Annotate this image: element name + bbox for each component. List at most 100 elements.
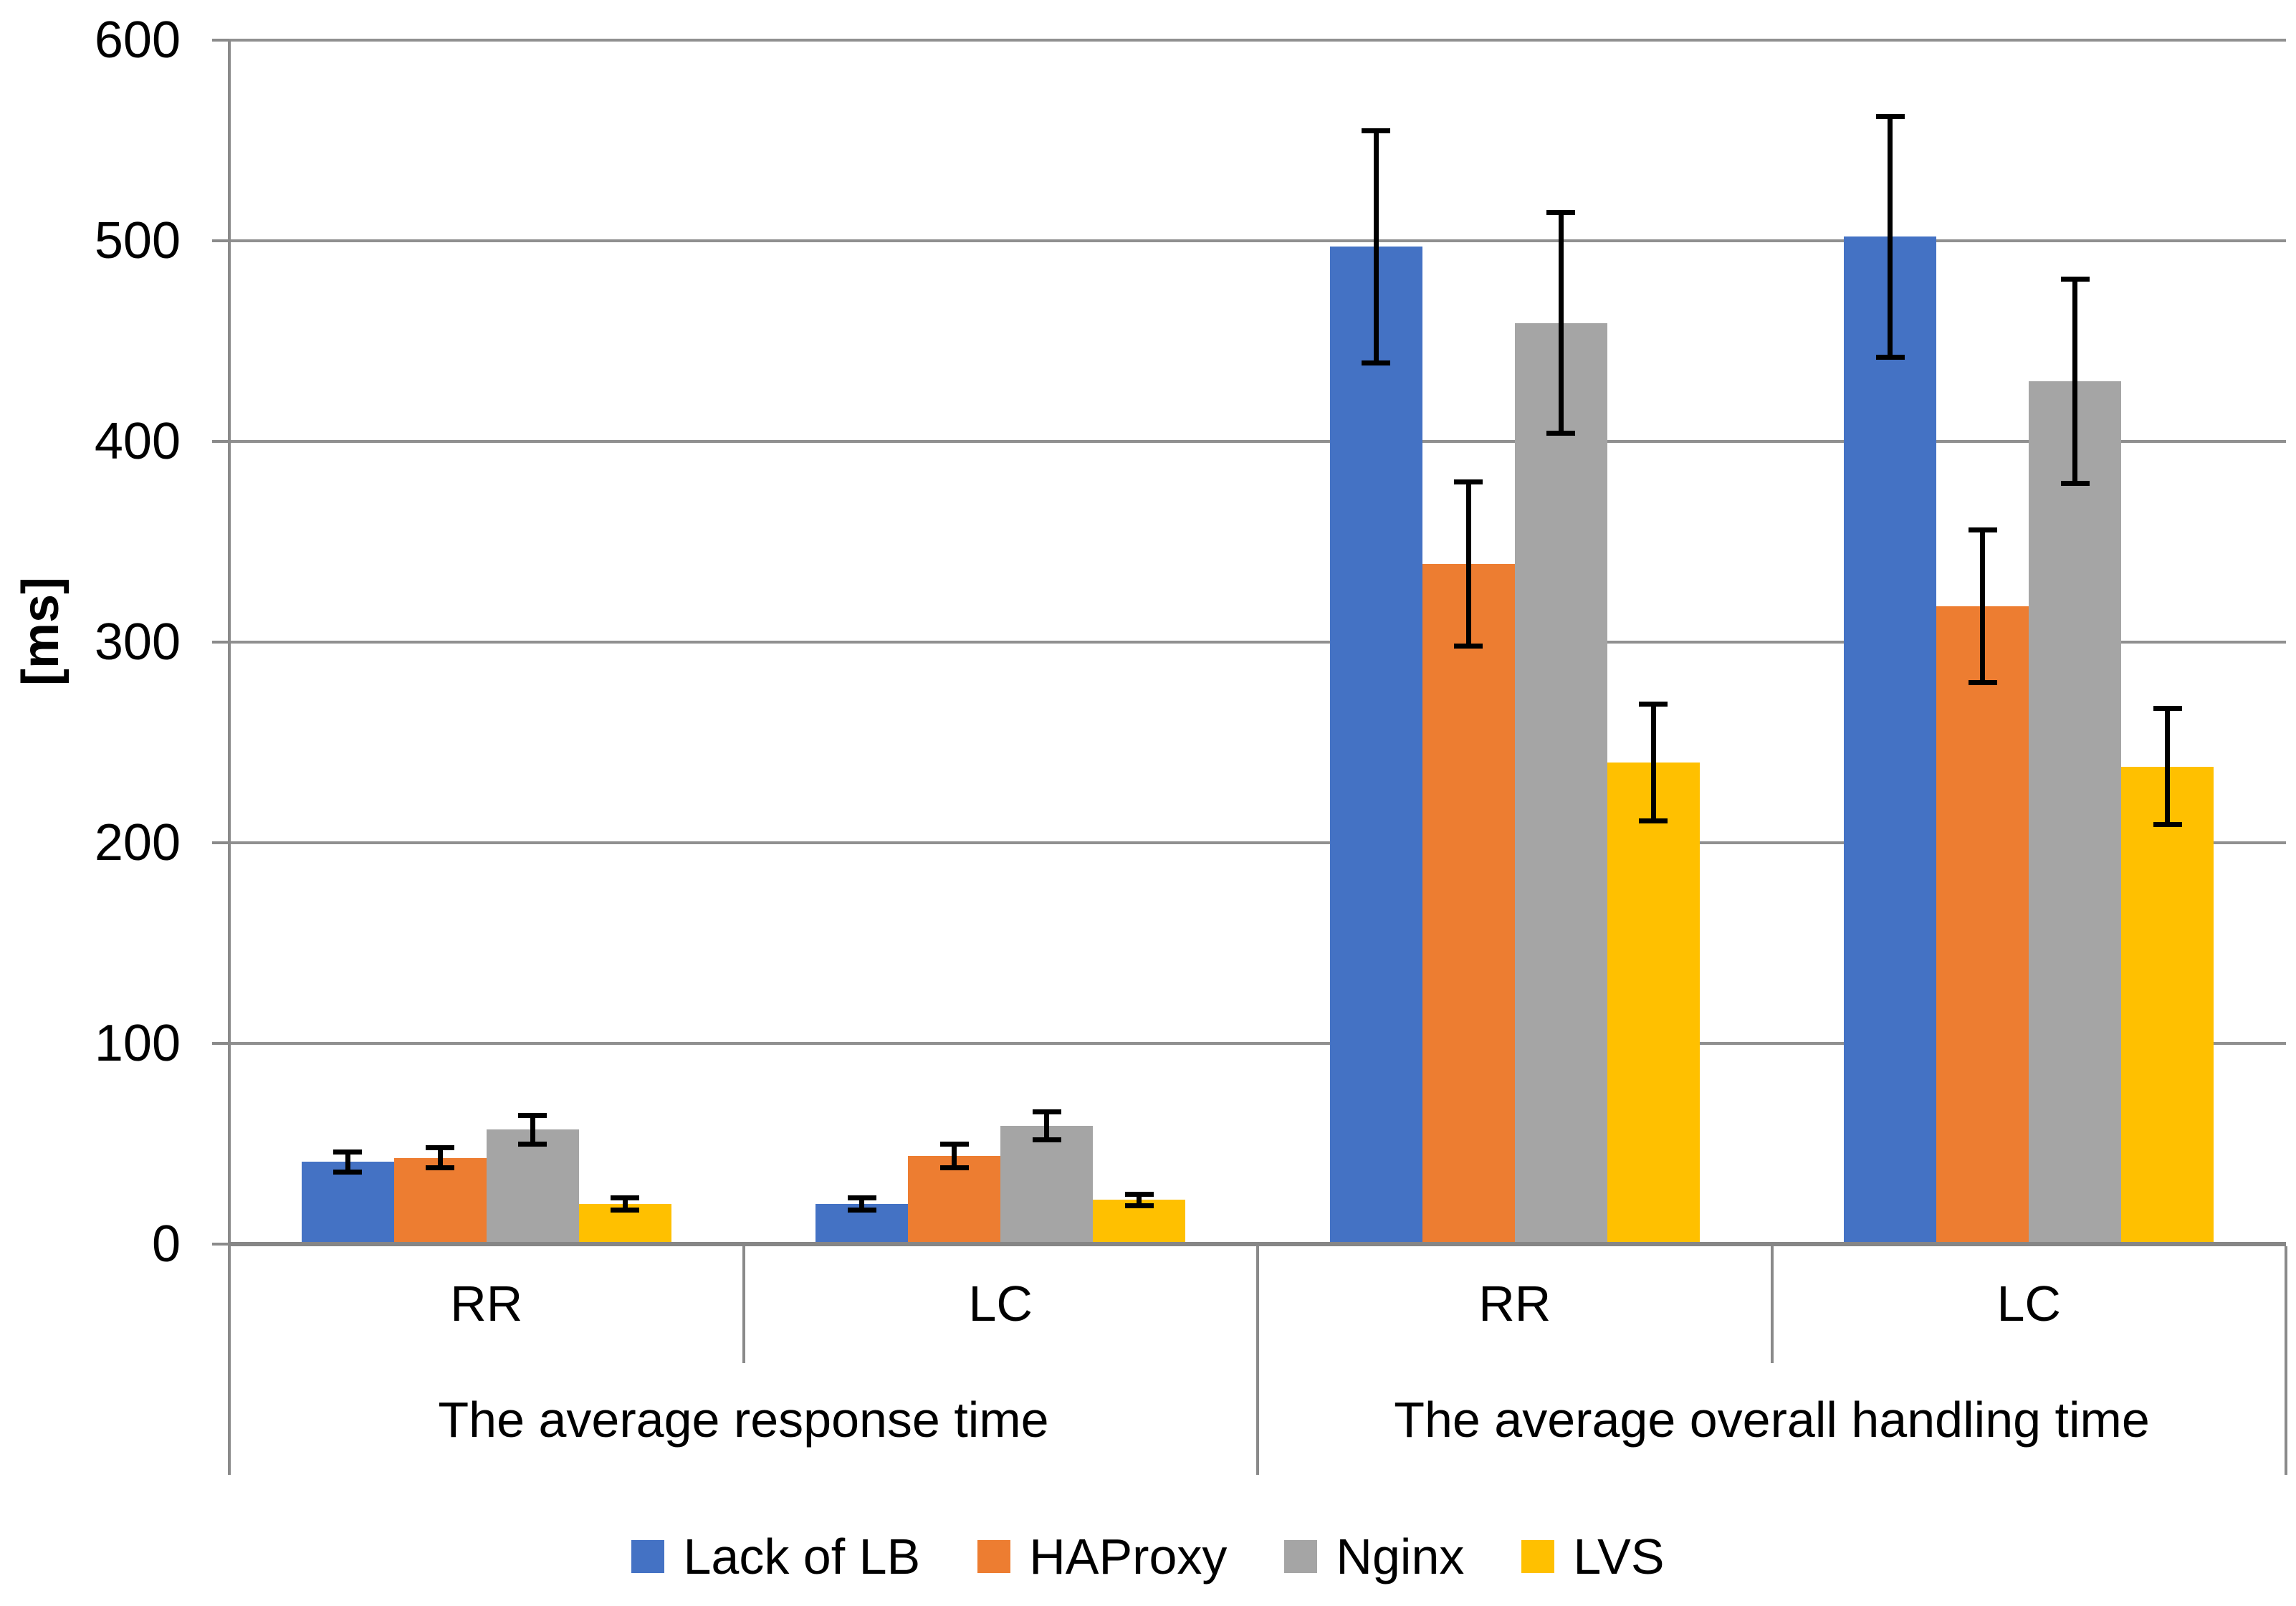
error-bar-cap-top	[426, 1145, 455, 1151]
error-bar-line	[1373, 130, 1379, 363]
error-bar-cap-bottom	[1875, 354, 1905, 360]
bar-lvs-3	[2121, 766, 2214, 1244]
error-bar-cap-bottom	[518, 1141, 547, 1147]
legend-swatch-lvs	[1521, 1540, 1555, 1573]
y-axis-tick-500	[212, 239, 229, 242]
error-bar-cap-bottom	[2060, 481, 2090, 487]
y-tick-label-300: 300	[94, 613, 181, 671]
y-axis-tick-100	[212, 1042, 229, 1045]
bar-lack-of-lb-0	[301, 1162, 394, 1244]
error-bar-cap-top	[518, 1113, 547, 1119]
group-label-0: The average response time	[438, 1392, 1049, 1448]
error-bar-cap-top	[1546, 210, 1576, 216]
error-bar-cap-top	[1454, 479, 1483, 484]
y-axis-tick-200	[212, 841, 229, 844]
error-bar-cap-top	[1032, 1109, 1061, 1114]
error-bar-line	[1558, 212, 1564, 434]
error-bar-cap-top	[2153, 705, 2182, 711]
error-bar-line	[2072, 279, 2078, 484]
error-bar-cap-top	[1124, 1191, 1154, 1197]
error-bar-cap-bottom	[1124, 1203, 1154, 1209]
legend: Lack of LB HAProxy Nginx LVS	[0, 1528, 2296, 1585]
error-bar-cap-bottom	[1968, 679, 1997, 685]
error-bar-line	[1465, 482, 1471, 646]
error-bar-cap-bottom	[1454, 644, 1483, 649]
bar-nginx-0	[486, 1129, 579, 1244]
bar-nginx-3	[2029, 381, 2122, 1244]
legend-label-haproxy: HAProxy	[1029, 1529, 1228, 1585]
error-bar-line	[1888, 116, 1893, 358]
gridline-200	[229, 841, 2286, 844]
y-tick-label-500: 500	[94, 212, 181, 269]
error-bar-cap-bottom	[1362, 360, 1391, 366]
y-axis-title: [ms]	[12, 577, 70, 687]
error-bar-cap-bottom	[1639, 818, 1668, 823]
legend-label-nginx: Nginx	[1336, 1529, 1465, 1585]
legend-item-lack-of-lb: Lack of LB	[631, 1528, 920, 1585]
error-bar-line	[952, 1144, 957, 1168]
legend-item-nginx: Nginx	[1284, 1528, 1464, 1585]
error-bar-cap-bottom	[2153, 822, 2182, 828]
group-divider	[2285, 1246, 2287, 1475]
error-bar-cap-bottom	[611, 1207, 640, 1213]
error-bar-cap-bottom	[939, 1165, 969, 1171]
legend-swatch-lack-of-lb	[631, 1540, 665, 1573]
x-axis-line	[229, 1242, 2286, 1246]
bar-lvs-2	[1607, 763, 1700, 1244]
error-bar-cap-bottom	[1546, 431, 1576, 436]
category-label-1: LC	[968, 1276, 1033, 1332]
bar-haproxy-2	[1422, 563, 1515, 1244]
error-bar-cap-bottom	[333, 1169, 363, 1175]
y-tick-label-200: 200	[94, 814, 181, 871]
gridline-600	[229, 39, 2286, 42]
category-divider	[742, 1246, 745, 1363]
error-bar-cap-top	[2060, 276, 2090, 282]
error-bar-cap-top	[1968, 527, 1997, 532]
bar-haproxy-0	[393, 1157, 487, 1244]
category-label-2: RR	[1478, 1276, 1551, 1332]
error-bar-line	[437, 1147, 443, 1168]
gridline-500	[229, 239, 2286, 242]
y-tick-label-100: 100	[94, 1015, 181, 1072]
error-bar-line	[1137, 1194, 1142, 1206]
bar-haproxy-3	[1936, 606, 2029, 1244]
error-bar-cap-top	[1639, 702, 1668, 707]
legend-label-lack-of-lb: Lack of LB	[683, 1529, 921, 1585]
error-bar-line	[2165, 708, 2171, 825]
error-bar-line	[345, 1152, 350, 1172]
error-bar-line	[530, 1115, 535, 1144]
error-bar-cap-bottom	[847, 1207, 876, 1213]
bar-nginx-2	[1514, 322, 1607, 1244]
legend-item-lvs: LVS	[1521, 1528, 1665, 1585]
error-bar-line	[622, 1198, 628, 1210]
bar-lack-of-lb-3	[1844, 236, 1937, 1244]
bar-nginx-1	[1000, 1125, 1094, 1244]
error-bar-cap-top	[847, 1195, 876, 1201]
gridline-100	[229, 1042, 2286, 1045]
error-bar-cap-top	[1362, 128, 1391, 133]
legend-swatch-haproxy	[977, 1540, 1011, 1573]
error-bar-cap-top	[611, 1195, 640, 1201]
category-label-3: LC	[1996, 1276, 2061, 1332]
gridline-400	[229, 440, 2286, 443]
error-bar-line	[859, 1198, 865, 1210]
category-label-0: RR	[450, 1276, 523, 1332]
error-bar-cap-top	[939, 1141, 969, 1147]
error-bar-cap-bottom	[1032, 1137, 1061, 1142]
bar-lack-of-lb-2	[1329, 247, 1422, 1244]
legend-swatch-nginx	[1284, 1540, 1318, 1573]
y-axis-tick-0	[212, 1243, 229, 1246]
error-bar-cap-top	[333, 1149, 363, 1155]
legend-item-haproxy: HAProxy	[977, 1528, 1227, 1585]
y-axis-tick-400	[212, 440, 229, 443]
y-tick-label-600: 600	[94, 11, 181, 69]
error-bar-cap-top	[1875, 113, 1905, 119]
error-bar-line	[1980, 530, 1986, 682]
group-divider	[1256, 1246, 1259, 1475]
error-bar-line	[1650, 704, 1656, 821]
y-axis-line	[228, 40, 231, 1475]
category-divider	[1770, 1246, 1774, 1363]
legend-label-lvs: LVS	[1573, 1529, 1665, 1585]
